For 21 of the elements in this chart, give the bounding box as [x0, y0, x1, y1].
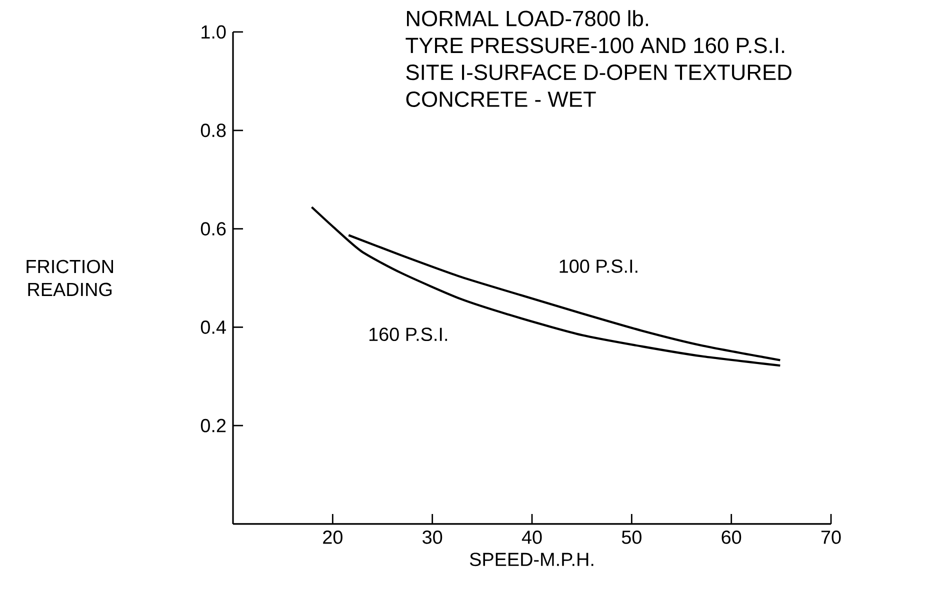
x-tick-label: 20 — [323, 530, 342, 544]
line-series — [310, 206, 782, 367]
line-series — [348, 234, 782, 362]
y-tick-label: 0.8 — [200, 124, 226, 138]
y-tick-label: 1.0 — [202, 25, 226, 39]
x-tick-label: 50 — [622, 530, 642, 544]
y-tick-label: 0.6 — [200, 222, 226, 236]
y-axis-title: FRICTION READING — [26, 260, 113, 296]
x-tick-label: 60 — [722, 530, 742, 544]
annotation: SITE I-SURFACE D-OPEN TEXTURED — [406, 64, 792, 80]
x-tick-label: 40 — [522, 530, 542, 544]
annotation: TYRE PRESSURE-100 AND 160 P.S.I. — [406, 38, 784, 54]
series-label: 100 P.S.I. — [560, 259, 638, 273]
series-label: 160 P.S.I. — [369, 328, 448, 342]
x-tick-label: 30 — [422, 530, 442, 544]
x-axis-title: SPEED-M.P.H. — [470, 552, 594, 566]
y-tick-label: 0.4 — [200, 320, 226, 334]
y-tick-label: 0.2 — [200, 418, 226, 432]
chart-title: NORMAL LOAD-7800 lb. — [407, 10, 648, 26]
x-tick-label: 70 — [821, 530, 841, 544]
annotation: CONCRETE - WET — [406, 91, 596, 107]
